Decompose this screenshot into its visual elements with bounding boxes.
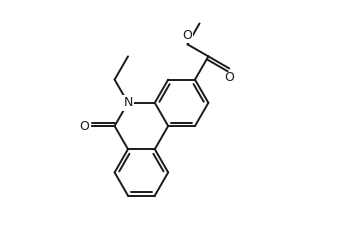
Text: O: O xyxy=(224,71,234,84)
Text: N: N xyxy=(123,96,133,109)
Text: O: O xyxy=(80,120,89,133)
Text: O: O xyxy=(182,29,193,42)
